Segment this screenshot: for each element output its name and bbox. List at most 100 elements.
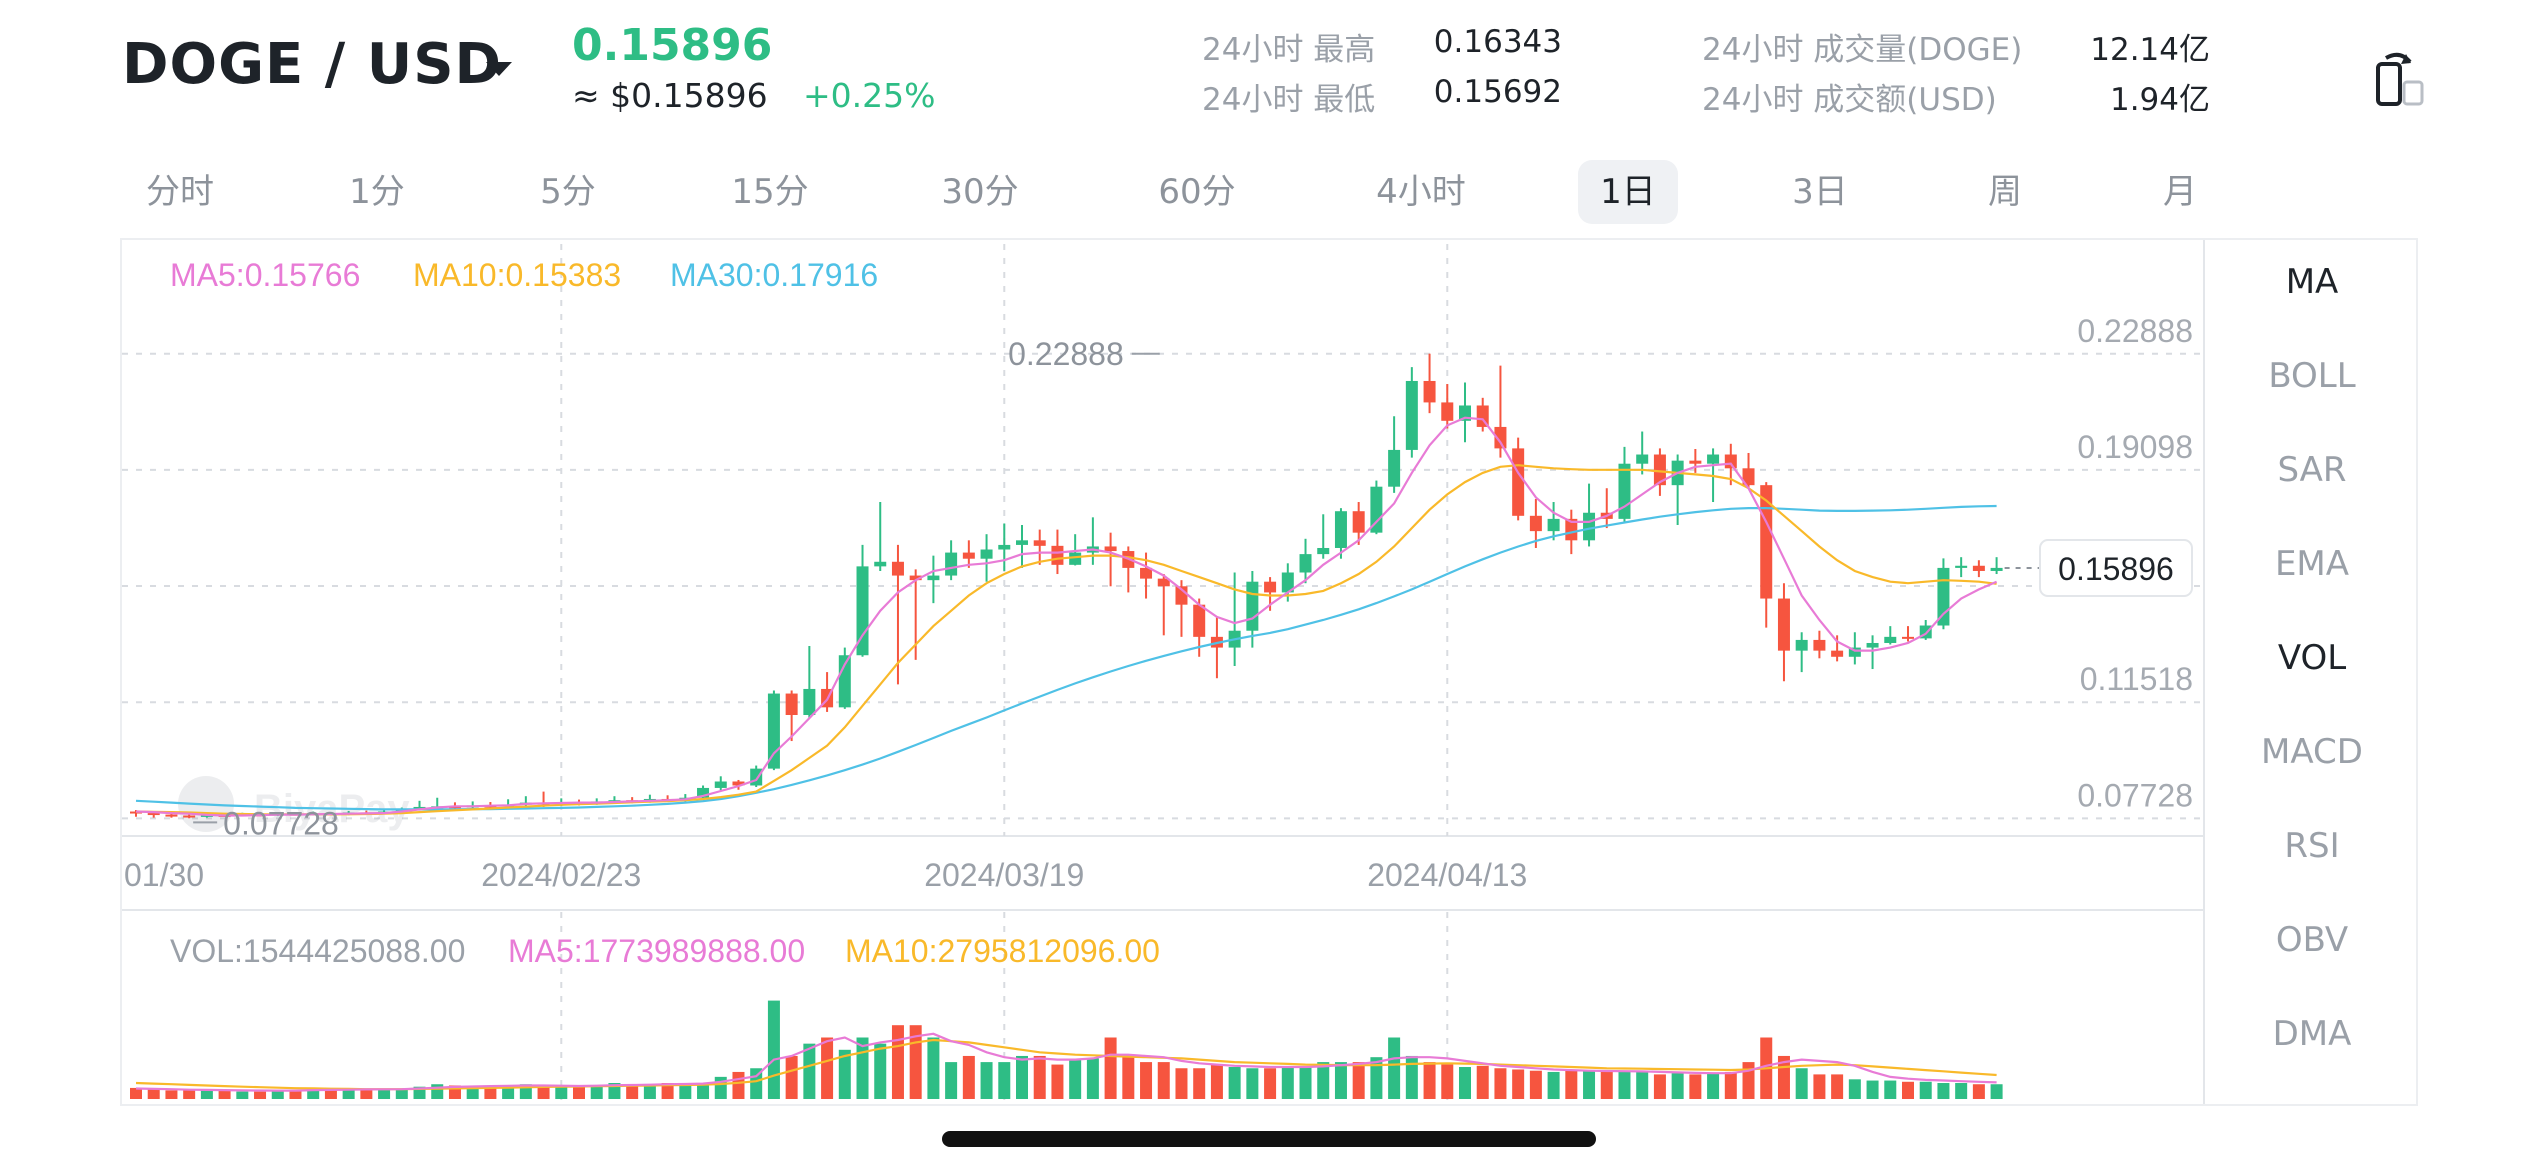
rotate-screen-icon[interactable] (2372, 48, 2426, 110)
candle (1459, 382, 1471, 443)
legend-ma5: MA5:0.15766 (170, 257, 360, 293)
usd-price: ≈ $0.15896 (572, 76, 768, 115)
volume-bar (1317, 1062, 1330, 1099)
timeframe-tab[interactable]: 30分 (941, 172, 1019, 212)
ma10-line (135, 464, 1997, 816)
timeframe-tab[interactable]: 月 (2163, 172, 2197, 212)
ma30-line (135, 504, 1997, 811)
pair-title[interactable]: DOGE / USD (122, 32, 503, 97)
volume-bar (183, 1090, 196, 1099)
volume-bar (626, 1084, 639, 1099)
candle-body (1636, 454, 1649, 464)
timeframe-tab[interactable]: 周 (1988, 172, 2022, 212)
candle-body (1547, 518, 1560, 532)
volume-bar (537, 1085, 550, 1099)
candle-body (1494, 426, 1507, 449)
candle-body (1529, 515, 1542, 532)
volume-bar (502, 1085, 515, 1099)
candle-body (1884, 636, 1897, 643)
legend-vol: VOL:1544425088.00 (170, 933, 465, 969)
candle-body (1441, 402, 1454, 421)
candle-body (1299, 554, 1312, 573)
volume-bar (1069, 1059, 1082, 1099)
volume-ma-lines (135, 1032, 1997, 1092)
candle-body (1370, 486, 1383, 533)
candle-body (1707, 454, 1720, 464)
volume-bar (1033, 1055, 1046, 1099)
candle (1972, 560, 1985, 578)
volume-bar (218, 1090, 231, 1099)
candle-body (1972, 565, 1985, 571)
candle (962, 540, 975, 568)
timeframe-tab[interactable]: 3日 (1792, 172, 1848, 212)
volume-bar (1246, 1068, 1259, 1099)
volume-bar (147, 1089, 160, 1099)
candle-body (1193, 604, 1206, 637)
volume-bar (1671, 1073, 1684, 1099)
candle (750, 765, 763, 788)
volume-bar (1441, 1064, 1454, 1099)
timeframe-tab[interactable]: 1日 (1578, 160, 1678, 224)
volume-bar (271, 1090, 284, 1099)
timeframe-tab[interactable]: 60分 (1158, 172, 1236, 212)
candle (1352, 502, 1365, 545)
indicator-macd[interactable]: MACD (2261, 732, 2363, 772)
candle-body (1051, 545, 1064, 565)
candle (1157, 574, 1170, 636)
indicator-ma[interactable]: MA (2285, 262, 2339, 302)
pair-dropdown-caret-icon[interactable] (486, 62, 512, 76)
volume-bar (927, 1037, 940, 1099)
volume-bars (130, 1000, 2003, 1099)
candle (1866, 635, 1879, 670)
indicator-vol[interactable]: VOL (2277, 638, 2347, 678)
candle-body (1760, 485, 1773, 599)
volume-bar (1600, 1071, 1613, 1099)
volume-bar (891, 1025, 904, 1099)
volume-bar (1334, 1062, 1347, 1099)
candle (1742, 452, 1755, 489)
volume-bar (643, 1084, 656, 1099)
volume-bar (324, 1089, 337, 1099)
volume-bar (1494, 1068, 1507, 1099)
volume-bar (165, 1090, 178, 1099)
candle-body (1317, 547, 1330, 555)
volume-bar (821, 1037, 834, 1099)
volume-bar (1264, 1068, 1277, 1099)
indicator-ema[interactable]: EMA (2274, 544, 2350, 584)
timeframe-tab[interactable]: 15分 (731, 172, 809, 212)
indicator-boll[interactable]: BOLL (2268, 356, 2356, 396)
candle-body (927, 575, 940, 581)
volume-bar (803, 1043, 816, 1099)
candle-body (1831, 650, 1844, 657)
stat-24h-volume-label: 24小时 成交量(DOGE) (1702, 32, 2023, 68)
candle (1104, 532, 1117, 587)
candle-body (1334, 511, 1347, 548)
stat-24h-low-label: 24小时 最低 (1202, 82, 1376, 118)
candle-body (1955, 565, 1968, 568)
timeframe-tab[interactable]: 1分 (349, 172, 405, 212)
candle-body (413, 806, 426, 810)
indicator-obv[interactable]: OBV (2275, 920, 2349, 960)
candle-body (1033, 540, 1046, 546)
volume-bar (1955, 1083, 1968, 1099)
timeframe-tab[interactable]: 5分 (540, 172, 596, 212)
candle-body (732, 781, 745, 786)
volume-bar (289, 1090, 302, 1099)
candle-body (980, 549, 993, 559)
stat-24h-low-value: 0.15692 (1433, 74, 1562, 110)
timeframe-tab[interactable]: 4小时 (1376, 172, 1466, 212)
timeframe-tab[interactable]: 分时 (146, 172, 214, 212)
indicator-rsi[interactable]: RSI (2284, 826, 2340, 866)
volume-bar (1122, 1055, 1135, 1099)
candle (1370, 480, 1383, 535)
volume-bar (1653, 1074, 1666, 1099)
candle-body (891, 561, 904, 576)
indicator-dma[interactable]: DMA (2272, 1014, 2352, 1054)
indicator-sar[interactable]: SAR (2277, 450, 2347, 490)
volume-bar (1423, 1062, 1436, 1099)
volume-bar (1405, 1055, 1418, 1099)
volume-bar (697, 1083, 710, 1099)
candle (856, 544, 869, 657)
volume-bar (962, 1055, 975, 1099)
